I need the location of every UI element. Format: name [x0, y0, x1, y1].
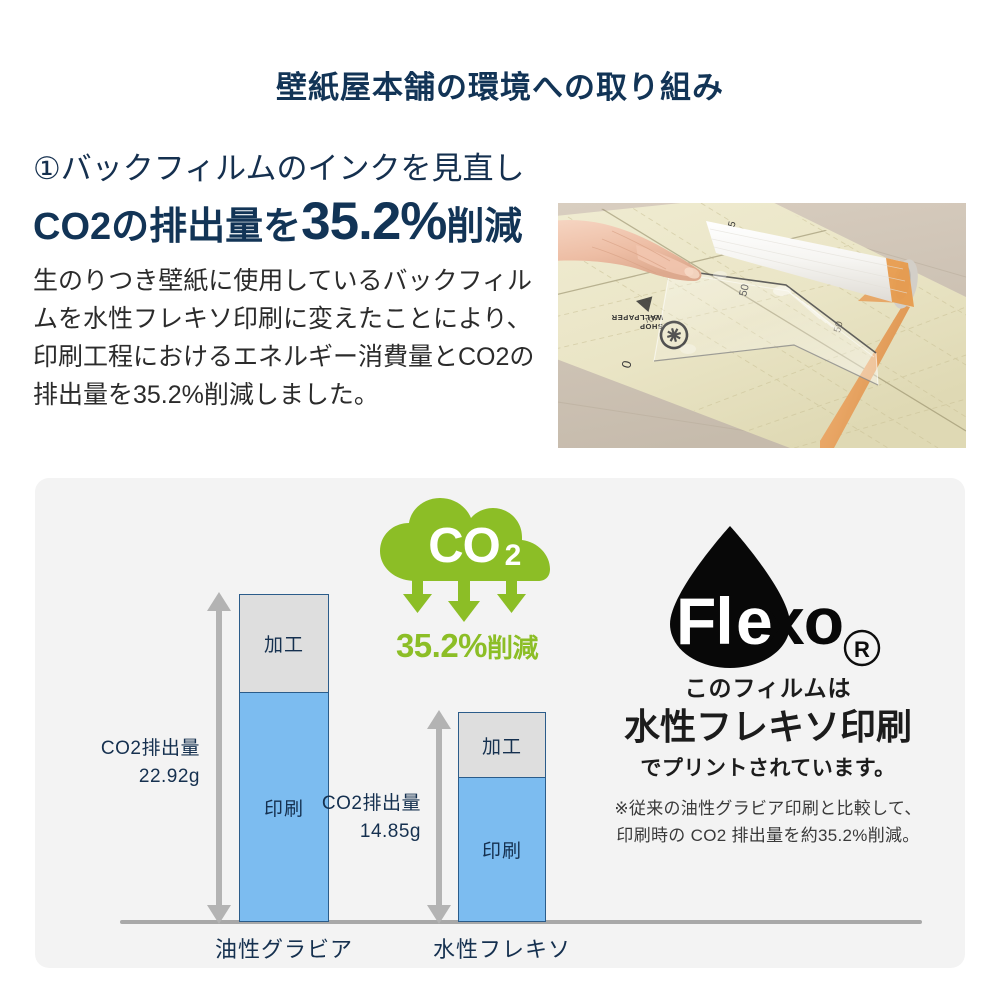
- photo-illustration: TOP WALLPAPER SHOP 0 50 10 15: [558, 203, 966, 448]
- flexo-line1: このフィルムは: [684, 675, 852, 701]
- measure-arrow-water-flexo: [426, 710, 452, 924]
- flexo-line3: でプリントされています。: [640, 757, 896, 781]
- flexo-note-line1: ※従来の油性グラビア印刷と比較して、: [614, 799, 922, 819]
- chart-baseline-axis: [120, 920, 922, 924]
- copy-heading-highlight: 35.2%: [301, 191, 447, 251]
- copy-heading-prefix: CO2の排出量を: [33, 205, 302, 248]
- value-label-oil-gravure: CO2排出量 22.92g: [75, 735, 200, 790]
- copy-subheading: ①バックフィルムのインクを見直し: [33, 151, 525, 186]
- value-label-water-flexo: CO2排出量 14.85g: [296, 790, 421, 845]
- value-label-title: CO2排出量: [100, 738, 200, 759]
- svg-text:TOP: TOP: [644, 314, 660, 325]
- wallpaper-backfilm-photo: TOP WALLPAPER SHOP 0 50 10 15: [558, 203, 966, 448]
- category-label-oil-gravure: 油性グラビア: [214, 937, 353, 962]
- flexo-logo-e-inner: e: [736, 584, 772, 658]
- measure-arrow-oil-gravure: [206, 592, 232, 924]
- page-title: 壁紙屋本舗の環境への取り組み: [276, 70, 724, 105]
- value-label-amount: 14.85g: [359, 820, 421, 842]
- bar-oil-gravure: 加工 印刷: [239, 594, 329, 922]
- copy-body: 生のりつき壁紙に使用しているバックフィルムを水性フレキソ印刷に変えたことにより、…: [33, 267, 535, 410]
- co2-reduction-pct: 35.2%: [395, 627, 488, 664]
- copy-heading-suffix: 削減: [446, 205, 523, 248]
- flexo-note-line2: 印刷時の CO2 排出量を約35.2%削減。: [616, 826, 920, 846]
- co2-cloud-icon: CO 2: [380, 498, 550, 622]
- value-label-amount: 22.92g: [138, 765, 200, 787]
- flexo-logo: Fl e xo R: [600, 518, 936, 673]
- svg-text:2: 2: [505, 539, 522, 572]
- bar-segment-kako: 加工: [459, 713, 545, 778]
- ink-drop-icon: Fl e xo R: [670, 526, 881, 668]
- registered-trademark-icon: R: [843, 629, 881, 667]
- category-label-water-flexo: 水性フレキソ: [432, 937, 571, 962]
- svg-text:SHOP: SHOP: [639, 322, 663, 331]
- svg-text:0: 0: [618, 359, 634, 370]
- flexo-logo-xo: xo: [768, 584, 843, 658]
- flexo-note: ※従来の油性グラビア印刷と比較して、 印刷時の CO2 排出量を約35.2%削減…: [600, 795, 936, 849]
- bar-segment-kako: 加工: [240, 595, 328, 693]
- value-label-title: CO2排出量: [321, 793, 421, 814]
- co2-reduction-callout: CO 2 35.2%削減: [372, 495, 562, 665]
- co2-reduction-suffix: 削減: [487, 633, 539, 663]
- svg-text:WALLPAPER: WALLPAPER: [611, 313, 663, 322]
- flexo-logo-fl: Fl: [676, 584, 733, 658]
- copy-heading: CO2の排出量を 35.2% 削減: [33, 195, 543, 250]
- bar-segment-insatsu: 印刷: [481, 841, 522, 862]
- bar-segment-insatsu: 印刷: [263, 798, 304, 820]
- cloud-down-arrows: [403, 579, 526, 622]
- svg-text:CO: CO: [428, 519, 500, 573]
- flexo-info-block: Fl e xo R このフィルムは 水性フレキソ印刷 でプリントされています。 …: [600, 518, 936, 850]
- flexo-line2: 水性フレキソ印刷: [623, 706, 912, 747]
- co2-reduction-value: 35.2%削減: [372, 627, 562, 665]
- intro-copy-block: ①バックフィルムのインクを見直し CO2の排出量を 35.2% 削減 生のりつき…: [33, 150, 543, 414]
- bar-water-flexo: 加工 印刷: [458, 712, 546, 922]
- svg-text:R: R: [854, 637, 870, 662]
